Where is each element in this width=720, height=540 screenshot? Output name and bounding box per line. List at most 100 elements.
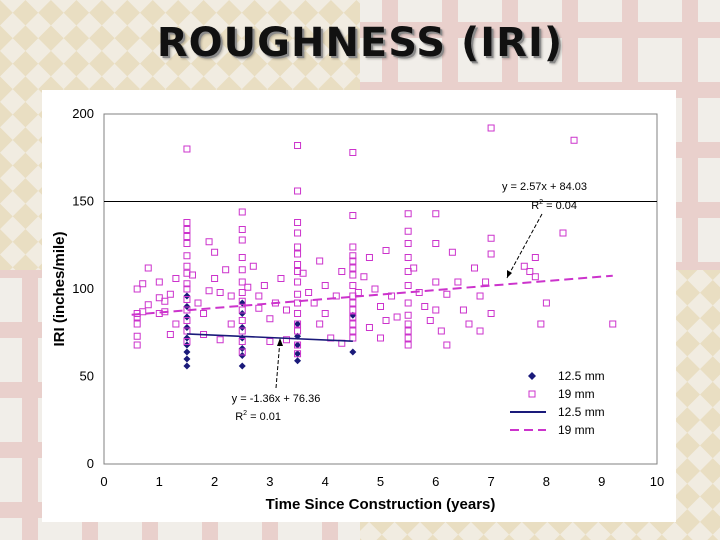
- data-point-19mm: [404, 227, 412, 235]
- data-point-19mm: [294, 187, 302, 195]
- data-point-19mm: [194, 299, 202, 307]
- data-point-19mm: [487, 310, 495, 317]
- data-point-12-5mm: [294, 357, 302, 365]
- data-point-19mm: [238, 226, 246, 233]
- data-point-19mm: [349, 149, 357, 156]
- data-point-19mm: [349, 264, 357, 272]
- data-point-19mm: [520, 262, 528, 270]
- trend-equation-12-5mm: y = -1.36x + 76.36: [232, 393, 321, 405]
- data-point-19mm: [205, 287, 213, 295]
- data-point-19mm: [183, 338, 191, 345]
- data-point-19mm: [526, 268, 534, 275]
- trend-r2-12-5mm: R2 = 0.01: [235, 410, 281, 423]
- x-tick-label: 1: [156, 474, 163, 489]
- data-point-19mm: [537, 320, 545, 328]
- x-tick-label: 3: [266, 474, 273, 489]
- data-point-19mm: [382, 317, 390, 324]
- x-axis-title: Time Since Construction (years): [266, 496, 496, 513]
- data-point-19mm: [410, 264, 418, 272]
- data-point-19mm: [200, 310, 208, 317]
- data-point-19mm: [454, 278, 462, 286]
- data-point-12-5mm: [183, 348, 191, 356]
- data-point-19mm: [382, 247, 390, 254]
- data-point-19mm: [205, 238, 213, 246]
- data-point-19mm: [393, 313, 401, 321]
- data-point-19mm: [238, 266, 246, 274]
- data-point-19mm: [432, 210, 440, 218]
- data-point-19mm: [227, 320, 235, 328]
- data-point-19mm: [305, 289, 313, 296]
- x-tick-label: 8: [543, 474, 550, 489]
- data-point-19mm: [487, 250, 495, 258]
- y-tick-label: 200: [72, 106, 94, 121]
- data-point-19mm: [144, 264, 152, 272]
- data-point-19mm: [443, 341, 451, 349]
- y-tick-label: 0: [87, 456, 94, 471]
- chart-panel: 0 50 100 150 200 0 1 2 3 4 5 6 7 8 9 10 Time Since Const…: [42, 90, 676, 522]
- y-axis-title: IRI (inches/mile): [51, 231, 68, 346]
- data-point-19mm: [531, 273, 539, 281]
- data-point-19mm: [404, 320, 412, 328]
- data-point-19mm: [404, 311, 412, 319]
- data-point-19mm: [443, 290, 451, 298]
- r2-value: = 0.04: [543, 200, 577, 212]
- data-point-19mm: [238, 306, 246, 314]
- data-point-19mm: [216, 289, 224, 296]
- data-point-19mm: [183, 226, 191, 233]
- data-point-19mm: [155, 278, 163, 286]
- data-point-19mm: [294, 327, 302, 335]
- data-point-19mm: [294, 320, 302, 328]
- r2-symbol: R: [235, 411, 243, 423]
- data-point-19mm: [349, 271, 357, 279]
- data-point-19mm: [266, 338, 274, 345]
- data-point-19mm: [487, 124, 495, 132]
- legend-label: 12.5 mm: [558, 405, 605, 419]
- data-point-19mm: [133, 285, 141, 293]
- data-point-19mm: [316, 320, 324, 328]
- data-point-19mm: [294, 261, 302, 268]
- data-point-19mm: [327, 334, 335, 342]
- trendline-12-5mm: [186, 333, 353, 342]
- data-point-19mm: [332, 292, 340, 300]
- trend-equation-19mm: y = 2.57x + 84.03: [502, 181, 587, 193]
- data-point-19mm: [349, 257, 357, 265]
- data-point-19mm: [371, 285, 379, 293]
- data-point-19mm: [211, 275, 219, 282]
- data-point-19mm: [216, 336, 224, 344]
- data-point-19mm: [294, 278, 302, 286]
- data-point-19mm: [238, 348, 246, 356]
- data-point-19mm: [238, 289, 246, 296]
- data-point-19mm: [349, 313, 357, 321]
- data-point-19mm: [238, 236, 246, 244]
- data-point-19mm: [211, 248, 219, 256]
- trendline-19mm: [131, 274, 613, 316]
- data-point-19mm: [432, 240, 440, 247]
- data-point-19mm: [349, 320, 357, 328]
- data-point-19mm: [133, 332, 141, 340]
- y-tick-label: 150: [72, 194, 94, 209]
- data-point-19mm: [349, 327, 357, 335]
- data-point-19mm: [166, 331, 174, 338]
- slide-title: ROUGHNESS (IRI): [156, 20, 564, 66]
- data-point-19mm: [476, 292, 484, 300]
- data-point-19mm: [404, 334, 412, 342]
- data-point-19mm: [139, 308, 147, 316]
- data-point-19mm: [465, 320, 473, 328]
- leader-arrow-19mm: [507, 270, 512, 278]
- data-point-19mm: [349, 252, 357, 260]
- data-point-19mm: [294, 250, 302, 258]
- x-tick-label: 10: [650, 474, 664, 489]
- data-point-19mm: [294, 142, 302, 149]
- data-point-19mm: [260, 282, 268, 289]
- data-point-19mm: [244, 283, 252, 291]
- data-point-19mm: [316, 257, 324, 265]
- data-point-19mm: [133, 341, 141, 349]
- data-point-19mm: [183, 296, 191, 303]
- trend-r2-19mm: R2 = 0.04: [531, 199, 577, 212]
- data-point-19mm: [404, 299, 412, 307]
- data-point-19mm: [299, 269, 307, 277]
- data-point-19mm: [294, 299, 302, 307]
- y-tick-label: 100: [72, 281, 94, 296]
- data-point-19mm: [166, 290, 174, 298]
- data-point-12-5mm: [294, 350, 302, 358]
